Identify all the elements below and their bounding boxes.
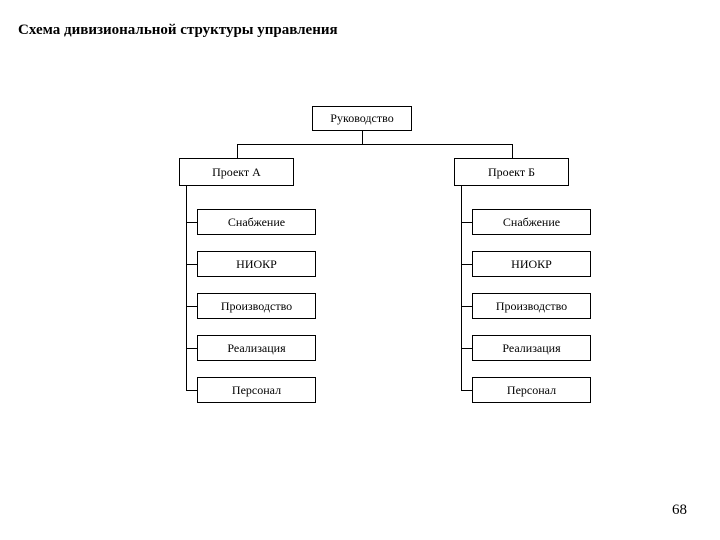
node-label: Персонал bbox=[232, 383, 281, 398]
node-label: Реализация bbox=[502, 341, 560, 356]
node-root: Руководство bbox=[312, 106, 412, 131]
node-child: Персонал bbox=[472, 377, 591, 403]
connector-line bbox=[461, 306, 472, 307]
page-title: Схема дивизиональной структуры управлени… bbox=[18, 22, 338, 39]
node-child: Производство bbox=[472, 293, 591, 319]
connector-line bbox=[461, 264, 472, 265]
node-child: Снабжение bbox=[472, 209, 591, 235]
node-child: НИОКР bbox=[197, 251, 316, 277]
node-label: Производство bbox=[221, 299, 292, 314]
node-label: Проект А bbox=[212, 165, 261, 180]
node-branch-head: Проект Б bbox=[454, 158, 569, 186]
node-child: НИОКР bbox=[472, 251, 591, 277]
connector-line bbox=[461, 222, 472, 223]
connector-line bbox=[362, 131, 363, 144]
connector-line bbox=[186, 222, 197, 223]
node-label: НИОКР bbox=[236, 257, 277, 272]
node-label: Снабжение bbox=[503, 215, 560, 230]
connector-line bbox=[186, 390, 197, 391]
connector-line bbox=[512, 144, 513, 158]
connector-line bbox=[186, 264, 197, 265]
node-label: Производство bbox=[496, 299, 567, 314]
node-child: Реализация bbox=[197, 335, 316, 361]
node-label: Снабжение bbox=[228, 215, 285, 230]
connector-line bbox=[461, 186, 462, 390]
node-child: Реализация bbox=[472, 335, 591, 361]
node-child: Персонал bbox=[197, 377, 316, 403]
node-label: Реализация bbox=[227, 341, 285, 356]
node-child: Снабжение bbox=[197, 209, 316, 235]
node-label: НИОКР bbox=[511, 257, 552, 272]
node-branch-head: Проект А bbox=[179, 158, 294, 186]
connector-line bbox=[186, 348, 197, 349]
node-label: Персонал bbox=[507, 383, 556, 398]
connector-line bbox=[461, 390, 472, 391]
node-label: Проект Б bbox=[488, 165, 535, 180]
connector-line bbox=[237, 144, 513, 145]
connector-line bbox=[461, 348, 472, 349]
node-child: Производство bbox=[197, 293, 316, 319]
connector-line bbox=[186, 186, 187, 390]
node-label: Руководство bbox=[330, 111, 393, 126]
page-number: 68 bbox=[672, 502, 687, 519]
connector-line bbox=[186, 306, 197, 307]
connector-line bbox=[237, 144, 238, 158]
